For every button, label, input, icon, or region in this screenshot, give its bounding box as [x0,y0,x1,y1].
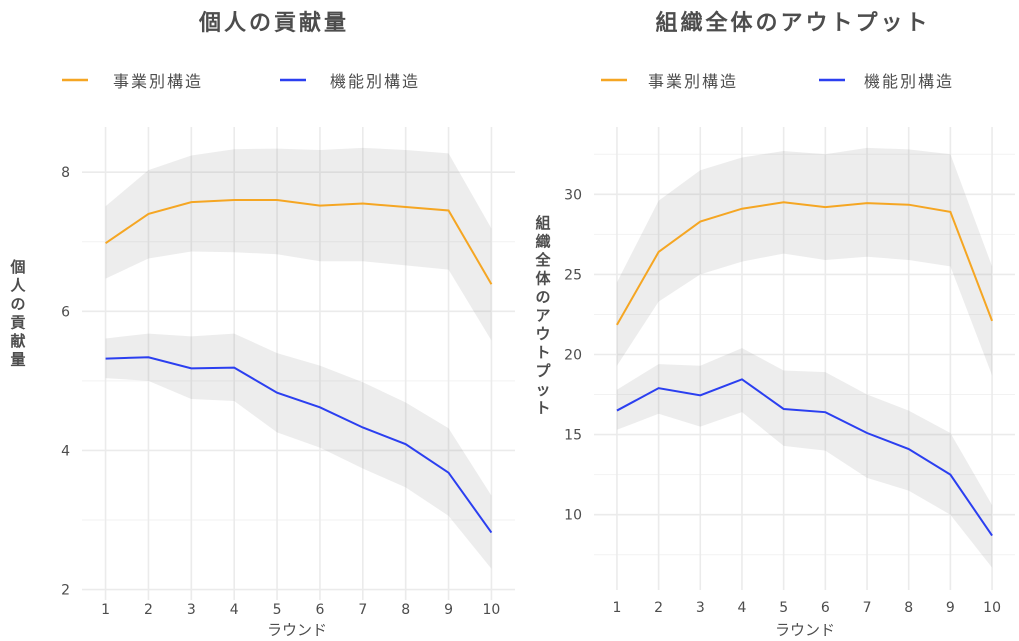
y-tick-label: 10 [564,508,582,524]
x-tick-label: 5 [779,600,788,616]
y-tick-label: 25 [564,267,582,283]
grid [594,127,1015,590]
series-line-functional [616,378,993,537]
confidence-ribbons [105,147,492,569]
ribbon-divisional [105,147,492,341]
x-tick-label: 4 [738,600,747,616]
x-tick-label: 8 [904,600,913,616]
legend: 事業別構造 機能別構造 [601,72,954,91]
chart-title: 個人の貢献量 [198,10,349,36]
y-tick-labels: 2 4 6 8 [61,165,70,598]
y-axis-title: 組織全体のアウトプット [534,214,551,417]
panel-individual-contribution: 個人の貢献量 事業別構造 機能別構造 2 4 6 8 1 2 3 4 5 6 7 8 9 10 ラウンド… [9,10,515,639]
x-tick-label: 5 [273,602,282,618]
chart-title: 組織全体のアウトプット [655,10,930,36]
y-tick-labels: 10 15 20 25 30 [564,187,582,523]
x-tick-label: 2 [654,600,663,616]
x-axis-title: ラウンド [267,621,327,639]
series-lines [105,199,493,534]
x-tick-label: 7 [358,602,367,618]
x-tick-labels: 1 2 3 4 5 6 7 8 9 10 [612,600,1001,616]
y-tick-label: 15 [564,428,582,444]
ribbon-divisional [616,147,993,376]
legend-label-functional: 機能別構造 [864,72,954,91]
x-tick-label: 3 [696,600,705,616]
x-tick-label: 9 [946,600,955,616]
x-tick-label: 2 [144,602,153,618]
x-tick-label: 4 [230,602,239,618]
series-line-functional [105,356,493,534]
x-tick-labels: 1 2 3 4 5 6 7 8 9 10 [101,602,500,618]
y-tick-label: 4 [61,443,70,459]
confidence-ribbons [616,147,993,568]
x-tick-label: 3 [187,602,196,618]
y-tick-label: 20 [564,347,582,363]
x-tick-label: 7 [863,600,872,616]
y-tick-label: 6 [61,304,70,320]
y-tick-label: 2 [61,583,70,599]
series-line-divisional [105,199,493,285]
x-tick-label: 10 [483,602,501,618]
x-tick-label: 1 [612,600,621,616]
y-tick-label: 8 [61,165,70,181]
legend-label-divisional: 事業別構造 [648,72,738,91]
ribbon-functional [105,333,492,569]
x-tick-label: 6 [315,602,324,618]
ribbon-functional [616,348,993,568]
legend-label-functional: 機能別構造 [330,72,420,91]
x-tick-label: 9 [444,602,453,618]
panel-organization-output: 組織全体のアウトプット 事業別構造 機能別構造 10 15 20 25 30 1 2 3 4 5… [534,10,1015,639]
y-axis-title: 個人の貢献量 [9,258,26,369]
series-lines [616,201,994,537]
x-tick-label: 8 [401,602,410,618]
x-axis-title: ラウンド [775,621,835,639]
x-tick-label: 10 [983,600,1001,616]
series-line-divisional [616,201,994,326]
legend-label-divisional: 事業別構造 [113,72,203,91]
y-tick-label: 30 [564,187,582,203]
x-tick-label: 1 [101,602,110,618]
grid [82,127,515,600]
x-tick-label: 6 [821,600,830,616]
legend: 事業別構造 機能別構造 [62,72,420,91]
